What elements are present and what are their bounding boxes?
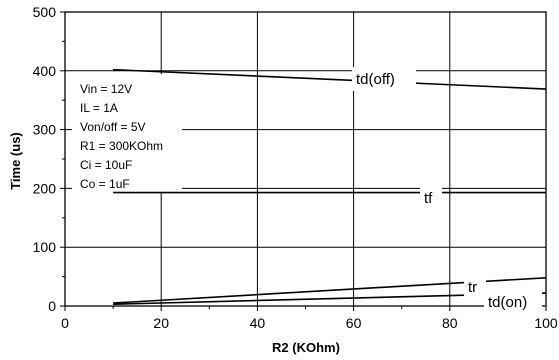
label-bg-td-on xyxy=(484,291,542,313)
y-axis-title: Time (us) xyxy=(8,132,23,190)
condition-ci: Ci = 10uF xyxy=(80,158,132,172)
label-bg-tf xyxy=(420,186,442,206)
condition-vin: Vin = 12V xyxy=(80,82,132,96)
series-labels: td(off) tf tr td(on) xyxy=(352,67,542,313)
x-axis-title: R2 (KOhm) xyxy=(272,340,340,355)
x-tick-label: 40 xyxy=(250,315,266,331)
y-tick-label: 500 xyxy=(33,4,57,20)
x-tick-label: 100 xyxy=(534,315,558,331)
x-axis-ticks: 0 20 40 60 80 100 xyxy=(61,306,558,331)
label-tf: tf xyxy=(424,190,433,207)
test-conditions: Vin = 12V IL = 1A Von/off = 5V R1 = 300K… xyxy=(72,74,182,192)
label-td-off: td(off) xyxy=(356,71,395,88)
x-tick-label: 0 xyxy=(61,315,69,331)
series-line-td-off xyxy=(113,68,547,90)
label-tr: tr xyxy=(468,279,477,296)
y-axis-ticks: 0 100 200 300 400 500 xyxy=(33,4,65,314)
label-bg-tr xyxy=(464,277,486,297)
x-tick-label: 20 xyxy=(153,315,169,331)
condition-von-off: Von/off = 5V xyxy=(80,120,146,134)
x-tick-label: 80 xyxy=(442,315,458,331)
y-tick-label: 100 xyxy=(33,239,57,255)
y-tick-label: 400 xyxy=(33,63,57,79)
condition-co: Co = 1uF xyxy=(80,177,130,191)
y-tick-label: 200 xyxy=(33,180,57,196)
condition-il: IL = 1A xyxy=(80,101,118,115)
condition-r1: R1 = 300KOhm xyxy=(80,139,163,153)
label-td-on: td(on) xyxy=(488,294,527,311)
x-tick-label: 60 xyxy=(346,315,362,331)
y-tick-label: 300 xyxy=(33,122,57,138)
y-tick-label: 0 xyxy=(48,298,56,314)
conditions-background xyxy=(72,74,182,192)
label-bg-td-off xyxy=(352,67,416,91)
